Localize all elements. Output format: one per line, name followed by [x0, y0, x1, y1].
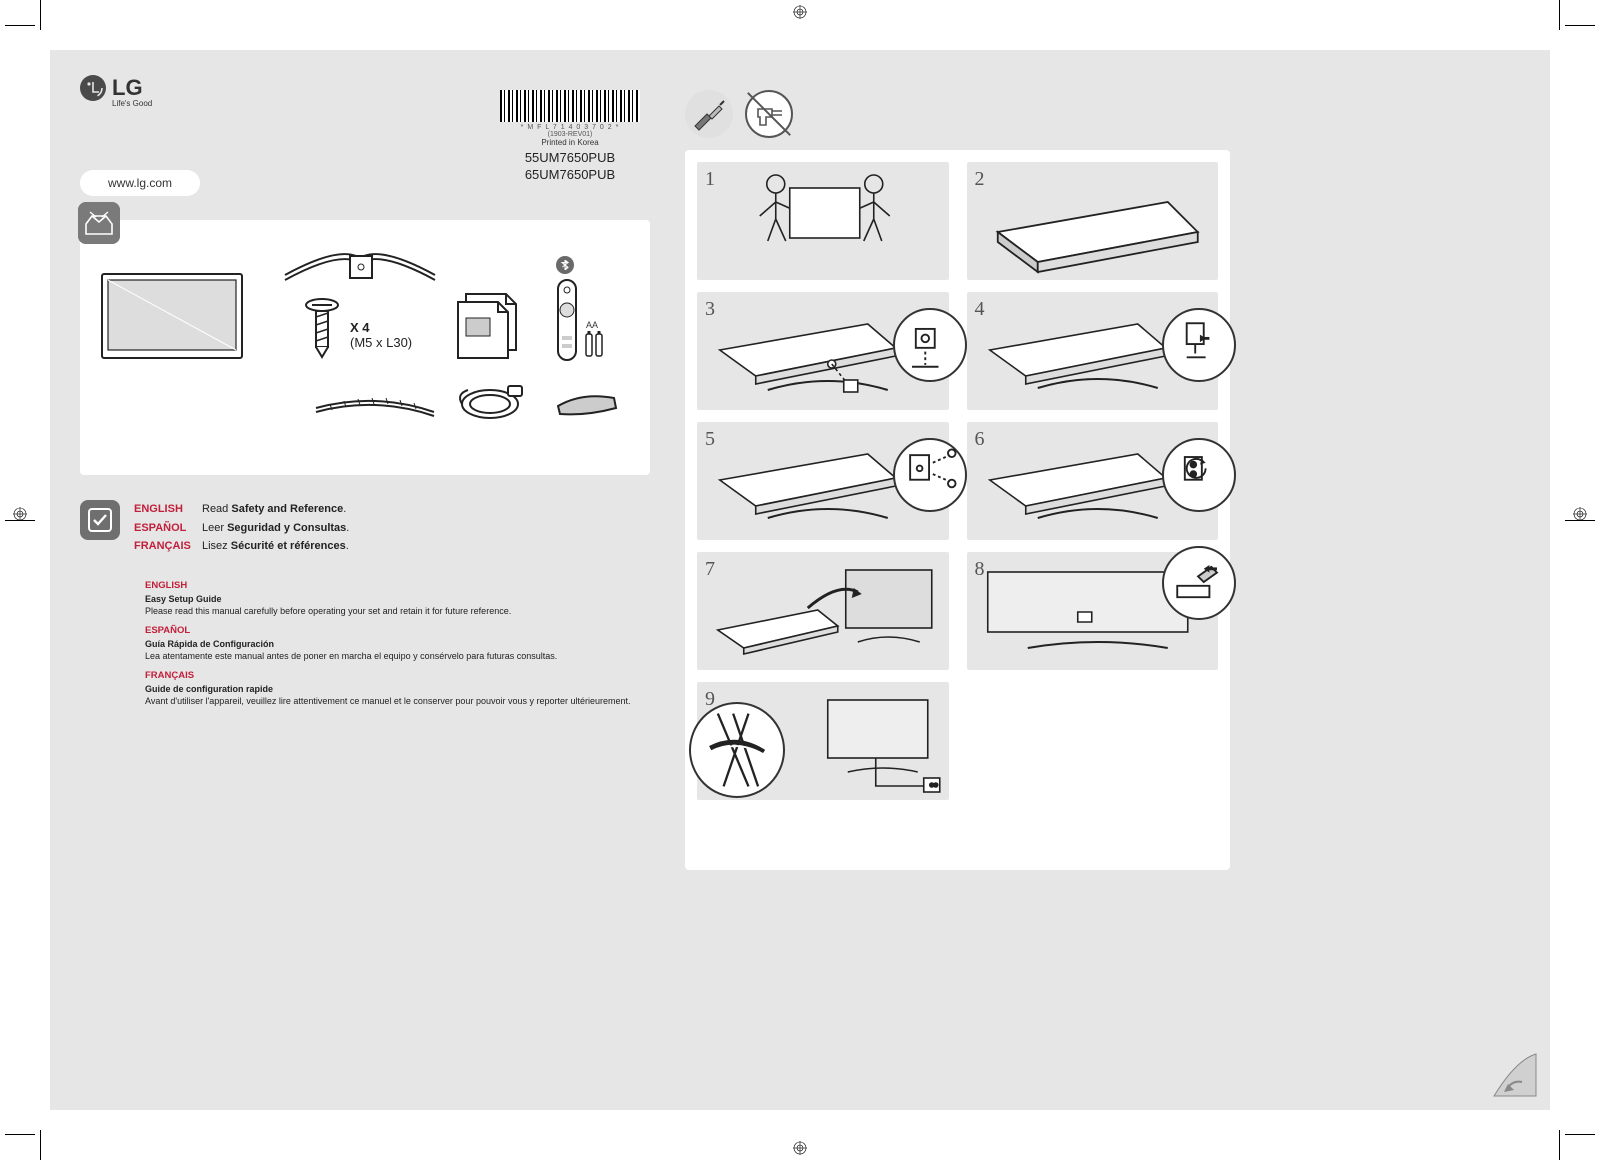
- read-fr: FRANÇAISLisez Sécurité et références.: [134, 537, 349, 556]
- model-2: 65UM7650PUB: [490, 167, 650, 184]
- crop-mark: [1565, 25, 1595, 26]
- brand-url: www.lg.com: [80, 170, 200, 196]
- guide-es: ESPAÑOL Guía Rápida de Configuración Lea…: [145, 625, 650, 662]
- battery-label: AA: [586, 320, 598, 330]
- lg-face-icon: [80, 75, 106, 101]
- step-7-illustration: [697, 552, 949, 670]
- stand-leg-icon: [280, 240, 440, 290]
- screw-size-label: (M5 x L30): [350, 335, 412, 350]
- screw-qty-label: X 4 (M5 x L30): [350, 320, 412, 350]
- screwdriver-icon: [685, 90, 733, 138]
- checklist-icon: [80, 500, 120, 540]
- guide-fr: FRANÇAIS Guide de configuration rapide A…: [145, 670, 650, 707]
- step-6-detail-icon: [1162, 438, 1236, 512]
- screw-icon: [300, 295, 344, 365]
- crop-mark: [1559, 1130, 1560, 1160]
- power-cord-icon: [450, 380, 530, 424]
- assembly-steps-panel: 1 2: [685, 150, 1230, 870]
- read-en: ENGLISHRead Safety and Reference.: [134, 500, 349, 519]
- steps-grid: 1 2: [697, 162, 1218, 800]
- barcode-block: * M F L 7 1 4 0 3 7 0 2 * (1903-REV01) P…: [490, 90, 650, 147]
- registration-mark-icon: [793, 1141, 807, 1155]
- crop-mark: [1559, 0, 1560, 30]
- step-4-detail-icon: [1162, 308, 1236, 382]
- unbox-icon: [78, 202, 120, 244]
- barcode-revision: (1903-REV01): [490, 131, 650, 138]
- cable-strap-icon: [310, 390, 440, 420]
- no-power-tool-icon: [745, 90, 793, 138]
- box-contents-panel: X 4 (M5 x L30) AA: [80, 220, 650, 475]
- barcode-printed: Printed in Korea: [490, 138, 650, 147]
- crop-mark: [1565, 1134, 1595, 1135]
- step-9: 9: [697, 682, 949, 800]
- step-3-detail-icon: [893, 308, 967, 382]
- step-3: 3: [697, 292, 949, 410]
- bluetooth-icon: [556, 256, 574, 275]
- step-1-illustration: [697, 162, 949, 280]
- step-6: 6: [967, 422, 1219, 540]
- registration-mark-icon: [793, 5, 807, 19]
- barcode-icon: [500, 90, 640, 122]
- step-1: 1: [697, 162, 949, 280]
- crop-mark: [5, 25, 35, 26]
- remote-icon: [552, 276, 582, 364]
- batteries-icon: [584, 330, 604, 358]
- manual-icon: [450, 280, 530, 360]
- brand-name: LG: [112, 75, 143, 101]
- guide-en: ENGLISH Easy Setup Guide Please read thi…: [145, 580, 650, 617]
- guide-titles-block: ENGLISH Easy Setup Guide Please read thi…: [145, 580, 650, 715]
- step-5-detail-icon: [893, 438, 967, 512]
- model-1: 55UM7650PUB: [490, 150, 650, 167]
- crop-mark: [40, 1130, 41, 1160]
- registration-mark-icon: [1573, 507, 1587, 521]
- step-4: 4: [967, 292, 1219, 410]
- step-2-illustration: [967, 162, 1219, 280]
- setup-guide-sheet: LG Life's Good www.lg.com * M F L 7 1 4 …: [50, 50, 1550, 1110]
- cable-cover-icon: [552, 388, 622, 418]
- step-2: 2: [967, 162, 1219, 280]
- brand-logo: LG Life's Good: [80, 75, 152, 108]
- tv-icon: [98, 268, 248, 368]
- read-safety-block: ENGLISHRead Safety and Reference. ESPAÑO…: [80, 500, 349, 556]
- read-es: ESPAÑOLLeer Seguridad y Consultas.: [134, 519, 349, 538]
- crop-mark: [40, 0, 41, 30]
- step-5: 5: [697, 422, 949, 540]
- step-9-detail-icon: [689, 702, 785, 798]
- step-8: 8: [967, 552, 1219, 670]
- model-numbers: 55UM7650PUB 65UM7650PUB: [490, 150, 650, 184]
- page-turn-icon: [1492, 1052, 1538, 1098]
- tool-icons: [685, 90, 793, 138]
- brand-tagline: Life's Good: [112, 99, 152, 108]
- step-7: 7: [697, 552, 949, 670]
- crop-mark: [5, 1134, 35, 1135]
- step-8-detail-icon: [1162, 546, 1236, 620]
- registration-mark-icon: [13, 507, 27, 521]
- barcode-code: * M F L 7 1 4 0 3 7 0 2 *: [490, 124, 650, 131]
